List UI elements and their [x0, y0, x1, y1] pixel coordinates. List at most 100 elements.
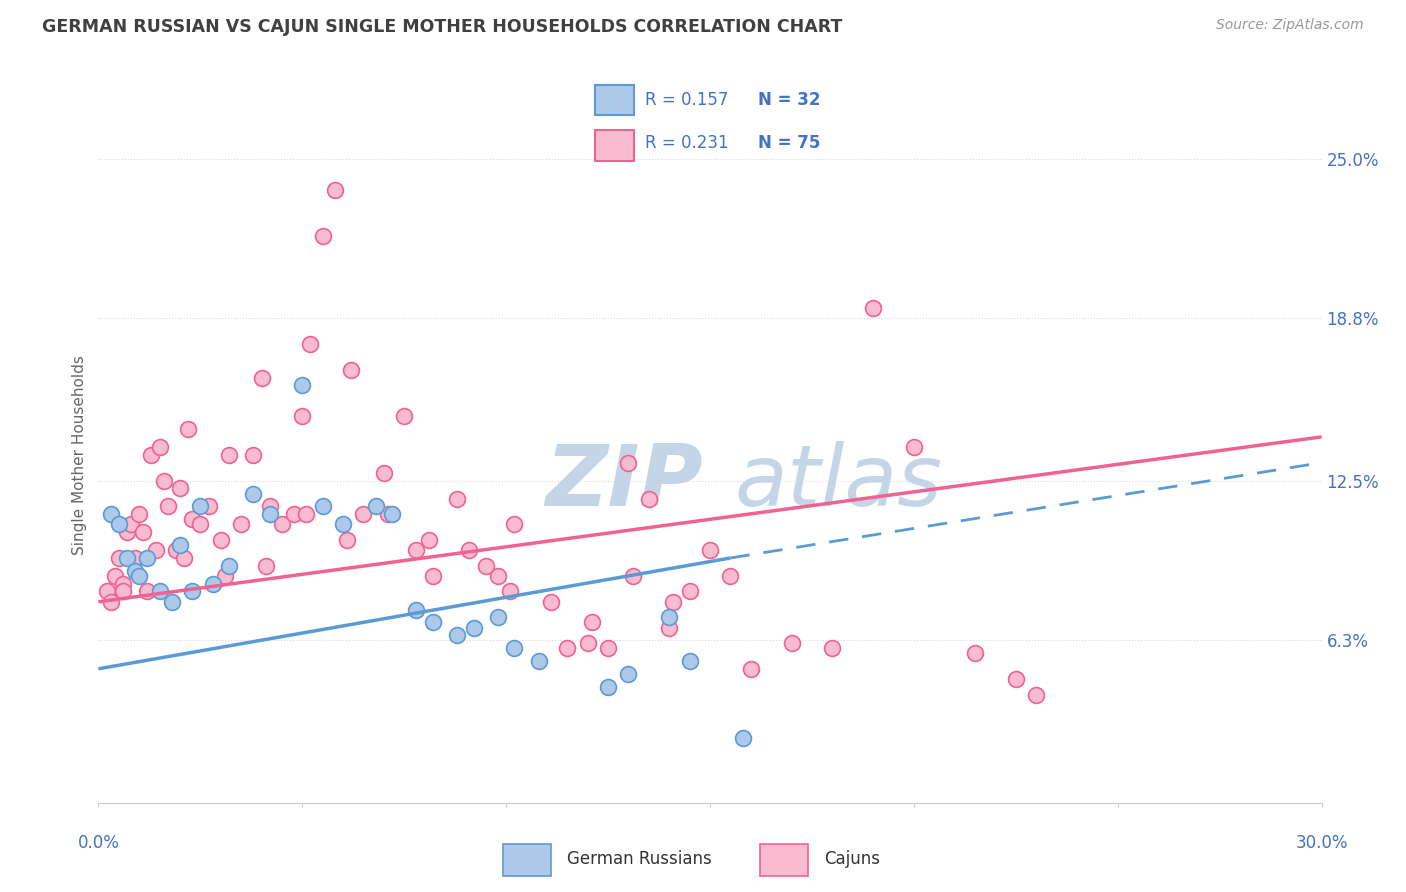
Point [214, 569, 236, 583]
Point [115, 551, 138, 566]
Point [242, 448, 264, 462]
Point [169, 482, 191, 496]
Point [291, 378, 314, 392]
Point [458, 543, 481, 558]
Point [638, 491, 661, 506]
Point [120, 517, 142, 532]
Point [503, 641, 526, 656]
Point [141, 448, 163, 462]
Point [332, 517, 354, 532]
Point [218, 558, 240, 573]
Text: Cajuns: Cajuns [824, 849, 880, 868]
Point [295, 507, 318, 521]
Point [740, 662, 762, 676]
Text: atlas: atlas [734, 442, 942, 524]
Point [165, 543, 187, 558]
Point [780, 636, 803, 650]
Text: GERMAN RUSSIAN VS CAJUN SINGLE MOTHER HOUSEHOLDS CORRELATION CHART: GERMAN RUSSIAN VS CAJUN SINGLE MOTHER HO… [42, 18, 842, 36]
Point [108, 551, 131, 566]
Point [128, 507, 150, 521]
Text: N = 75: N = 75 [758, 134, 820, 153]
FancyBboxPatch shape [759, 844, 808, 876]
Point [662, 595, 685, 609]
Y-axis label: Single Mother Households: Single Mother Households [72, 355, 87, 555]
Point [336, 533, 359, 547]
Point [474, 558, 498, 573]
Point [231, 517, 253, 532]
Point [596, 680, 619, 694]
Point [197, 500, 219, 514]
Point [128, 569, 150, 583]
Point [188, 517, 212, 532]
Point [617, 667, 640, 681]
Point [181, 512, 204, 526]
Point [218, 448, 240, 462]
Point [720, 569, 742, 583]
FancyBboxPatch shape [595, 130, 634, 161]
Point [1025, 688, 1047, 702]
Text: 30.0%: 30.0% [1295, 834, 1348, 852]
Point [965, 646, 987, 660]
Point [352, 507, 374, 521]
Point [283, 507, 305, 521]
Point [124, 564, 146, 578]
Point [617, 456, 640, 470]
Point [486, 569, 509, 583]
Point [903, 440, 925, 454]
Point [581, 615, 603, 630]
Point [340, 363, 363, 377]
Point [259, 507, 281, 521]
Point [392, 409, 416, 424]
Point [108, 517, 131, 532]
Point [177, 422, 200, 436]
Point [149, 584, 172, 599]
Text: N = 32: N = 32 [758, 91, 820, 109]
Point [173, 551, 195, 566]
Point [527, 654, 550, 668]
Point [699, 543, 721, 558]
Point [658, 621, 681, 635]
Point [181, 584, 204, 599]
Point [209, 533, 232, 547]
Point [259, 500, 281, 514]
Point [100, 507, 122, 521]
Point [503, 517, 526, 532]
Text: R = 0.231: R = 0.231 [645, 134, 728, 153]
Point [149, 440, 172, 454]
Point [254, 558, 277, 573]
Point [621, 569, 644, 583]
Text: ZIP: ZIP [546, 442, 703, 524]
Point [312, 500, 335, 514]
Point [115, 525, 138, 540]
Point [381, 507, 404, 521]
Point [160, 595, 183, 609]
Point [596, 641, 619, 656]
Point [405, 543, 427, 558]
Point [463, 621, 485, 635]
Point [418, 533, 440, 547]
Point [679, 654, 702, 668]
Point [422, 615, 444, 630]
Point [100, 595, 122, 609]
Point [312, 228, 335, 243]
Point [446, 628, 468, 642]
Point [291, 409, 314, 424]
Point [540, 595, 562, 609]
Point [422, 569, 444, 583]
Point [364, 500, 387, 514]
Point [377, 507, 399, 521]
Point [188, 500, 212, 514]
Point [136, 584, 159, 599]
Point [557, 641, 579, 656]
FancyBboxPatch shape [503, 844, 551, 876]
Point [124, 551, 146, 566]
Text: R = 0.157: R = 0.157 [645, 91, 728, 109]
Point [658, 610, 681, 624]
Point [373, 466, 395, 480]
Point [499, 584, 522, 599]
Point [152, 474, 174, 488]
Point [270, 517, 294, 532]
Point [679, 584, 702, 599]
Point [821, 641, 844, 656]
Point [111, 584, 134, 599]
